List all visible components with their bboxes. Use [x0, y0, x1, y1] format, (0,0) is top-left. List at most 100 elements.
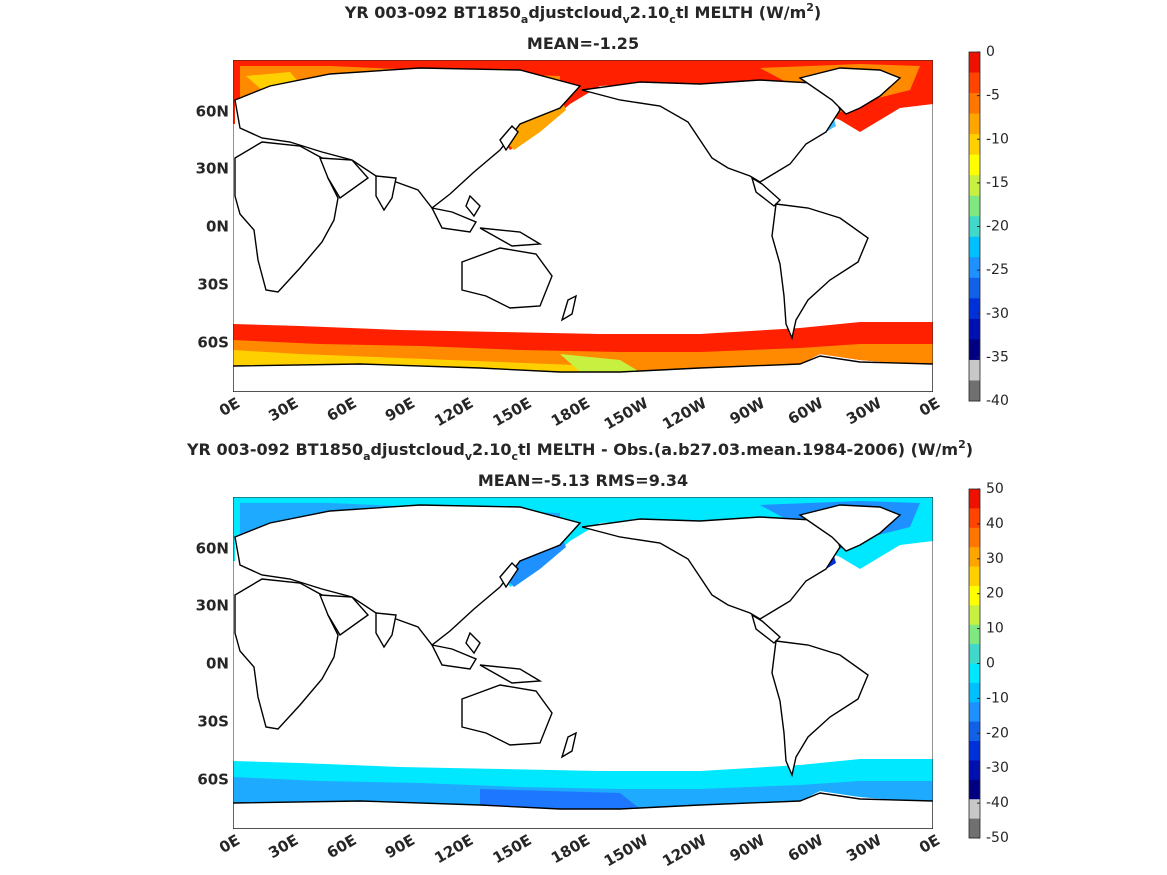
x-axis-2: 0E 30E 60E 90E 120E 150E 180E 150W 120W 90W 60W 30W…: [216, 831, 943, 871]
panel-1-title: YR 003-092 BT1850adjustcloudv2.10ctl MEL…: [344, 1, 821, 26]
x-tick-label: 120E: [431, 831, 476, 867]
colorbar-swatch: [969, 380, 980, 402]
panel-2-subtitle: MEAN=-5.13 RMS=9.34: [478, 471, 688, 490]
x-tick-label: 30E: [265, 831, 301, 862]
colorbar-tick-label: -35: [986, 349, 1009, 365]
colorbar-swatch: [969, 605, 980, 626]
y-tick-label: 0N: [206, 655, 229, 673]
colorbar-swatch: [969, 195, 980, 217]
panel-2: YR 003-092 BT1850adjustcloudv2.10ctl MEL…: [186, 438, 1009, 870]
colorbar-swatch: [969, 298, 980, 320]
colorbar-swatch: [969, 359, 980, 381]
x-tick-label: 60E: [324, 394, 360, 425]
colorbar-swatch: [969, 644, 980, 664]
colorbar-tick-label: -30: [986, 760, 1009, 776]
colorbar-tick-label: -10: [986, 131, 1009, 147]
x-tick-label: 60W: [785, 831, 827, 866]
colorbar-swatch: [969, 663, 980, 684]
colorbar-tick-label: -25: [986, 262, 1009, 278]
colorbar-swatch: [969, 113, 980, 135]
colorbar-tick-label: -20: [986, 219, 1009, 235]
x-tick-label: 30W: [843, 831, 885, 866]
x-tick-label: 180E: [548, 831, 593, 867]
colorbar-swatch: [969, 257, 980, 279]
colorbar-tick-label: -40: [986, 393, 1009, 409]
colorbar-tick-label: 10: [986, 621, 1004, 637]
colorbar-swatch: [969, 52, 980, 74]
colorbar-1: 0 -5 -10 -15 -20 -25 -30 -35 -40: [968, 44, 1009, 409]
colorbar-swatch: [969, 318, 980, 340]
colorbar-tick-label: 50: [986, 481, 1004, 497]
colorbar-swatch: [969, 779, 980, 800]
colorbar-tick-label: -30: [986, 306, 1009, 322]
x-tick-label: 120W: [659, 394, 710, 434]
colorbar-swatch: [969, 175, 980, 197]
colorbar-tick-label: -5: [986, 88, 1000, 104]
map-1: [233, 60, 933, 392]
colorbar-tick-label: -40: [986, 795, 1009, 811]
x-tick-label: 90E: [382, 394, 418, 425]
colorbar-tick-label: -50: [986, 830, 1009, 846]
x-tick-label: 0E: [916, 831, 943, 857]
colorbar-swatch: [969, 527, 980, 548]
colorbar-swatch: [969, 624, 980, 645]
colorbar-swatch: [969, 489, 980, 509]
x-tick-label: 120W: [659, 831, 710, 871]
colorbar-tick-label: 20: [986, 586, 1004, 602]
colorbar-swatch: [969, 72, 980, 94]
colorbar-swatch: [969, 799, 980, 820]
x-tick-label: 150E: [490, 831, 535, 867]
colorbar-swatch: [969, 741, 980, 761]
x-axis-1: 0E 30E 60E 90E 120E 150E 180E 150W 120W 90W 60W 30W…: [216, 394, 943, 434]
x-tick-label: 60W: [785, 394, 827, 429]
y-tick-label: 0N: [206, 218, 229, 236]
y-tick-label: 30N: [196, 160, 229, 178]
colorbar-tick-label: 30: [986, 551, 1004, 567]
x-tick-label: 60E: [324, 831, 360, 862]
colorbar-swatch: [969, 154, 980, 176]
x-tick-label: 150E: [490, 394, 535, 430]
x-tick-label: 180E: [548, 394, 593, 430]
colorbar-swatch: [969, 818, 980, 839]
y-tick-label: 30N: [196, 597, 229, 615]
colorbar-tick-label: -15: [986, 175, 1009, 191]
y-tick-label: 60S: [197, 771, 229, 789]
panel-2-title: YR 003-092 BT1850adjustcloudv2.10ctl MEL…: [186, 438, 973, 463]
colorbar-swatch: [969, 134, 980, 156]
colorbar-swatch: [969, 236, 980, 258]
panel-1-subtitle: MEAN=-1.25: [527, 34, 639, 53]
colorbar-tick-label: -20: [986, 725, 1009, 741]
colorbar-swatch: [969, 277, 980, 299]
x-tick-label: 30W: [843, 394, 885, 429]
y-tick-label: 30S: [197, 713, 229, 731]
colorbar-swatch: [969, 760, 980, 781]
y-axis-1: 60N 30N 0N 30S 60S: [196, 103, 229, 352]
x-tick-label: 0E: [216, 394, 243, 420]
colorbar-2: 50 40 30 20 10 0 -10 -20 -30 -40 -50: [968, 481, 1009, 846]
x-tick-label: 0E: [216, 831, 243, 857]
y-tick-label: 60N: [196, 103, 229, 121]
y-tick-label: 60S: [197, 334, 229, 352]
colorbar-swatch: [969, 93, 980, 115]
x-tick-label: 90E: [382, 831, 418, 862]
colorbar-swatch: [969, 566, 980, 587]
colorbar-tick-label: -10: [986, 690, 1009, 706]
map-2: [233, 497, 933, 829]
x-tick-label: 150W: [601, 831, 652, 871]
colorbar-swatch: [969, 702, 980, 723]
x-tick-label: 150W: [601, 394, 652, 434]
x-tick-label: 90W: [727, 831, 769, 866]
colorbar-swatch: [969, 682, 980, 703]
colorbar-swatch: [969, 585, 980, 606]
colorbar-swatch: [969, 339, 980, 361]
colorbar-swatch: [969, 721, 980, 742]
panel-1: YR 003-092 BT1850adjustcloudv2.10ctl MEL…: [196, 1, 1009, 433]
colorbar-swatch: [969, 508, 980, 529]
y-axis-2: 60N 30N 0N 30S 60S: [196, 540, 229, 789]
x-tick-label: 30E: [265, 394, 301, 425]
colorbar-tick-label: 40: [986, 516, 1004, 532]
colorbar-tick-label: 0: [986, 656, 995, 672]
y-tick-label: 60N: [196, 540, 229, 558]
colorbar-tick-label: 0: [986, 44, 995, 60]
